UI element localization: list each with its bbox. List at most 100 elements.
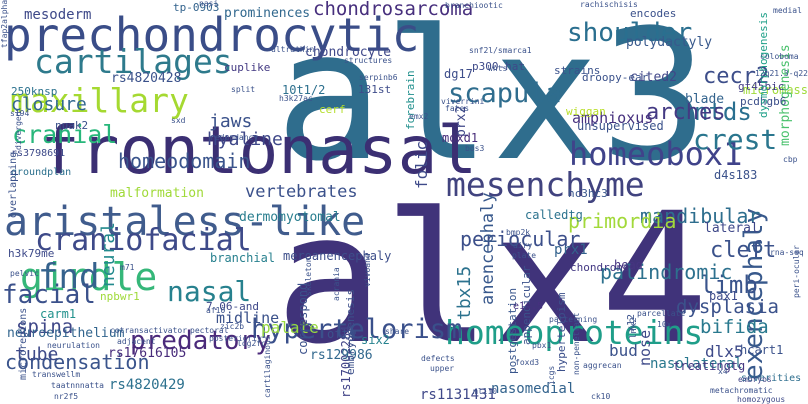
word-250knsp: 250knsp — [11, 85, 58, 98]
word-chondrons: chondrons — [570, 261, 630, 274]
word-pectoral: pectoral — [190, 326, 229, 335]
word-droopy-ear: droopy-ear — [582, 71, 649, 84]
word-hyperteloism: hyperteloism — [555, 292, 568, 372]
word-jaws: jaws — [209, 111, 253, 132]
word-serpinb6: serpinb6 — [359, 73, 398, 82]
word-nasomedial: nasomedial — [491, 381, 576, 397]
word-hypertelorism: hypertelorism — [251, 314, 463, 345]
word-rs4820429: rs4820429 — [109, 377, 185, 393]
word-homeobox1: homeobox1 — [569, 135, 743, 173]
word-dg17: dg17 — [444, 67, 473, 81]
word-split: split — [231, 85, 256, 94]
word-fnd: fnd — [38, 257, 100, 297]
word-adjacent: adjacent — [117, 337, 156, 346]
word-periocular: periocular — [460, 227, 581, 251]
word-snf2l-smarca1: snf2l/smarca1 — [469, 46, 532, 55]
word-cranial: cranial — [12, 120, 118, 149]
word-prominences: prominences — [224, 6, 311, 21]
word-hyaline: hyaline — [207, 129, 283, 150]
word-e14-5: e14.5 — [513, 301, 544, 312]
word-amphioxus: amphioxus — [572, 109, 654, 127]
word-upper: upper — [430, 364, 455, 373]
word-nuak2: nuak2 — [55, 119, 89, 132]
word-limb: limb — [700, 271, 758, 299]
word-cartilaginous: cartilaginous — [263, 335, 272, 398]
word-predatory: predatory — [130, 326, 271, 356]
word-frontonasal: frontonasal — [40, 112, 478, 189]
word-dermomyotomal: dermomyotomal — [239, 210, 341, 225]
word-nasi: nasi — [199, 0, 219, 8]
word-icgs: icgs — [547, 365, 556, 385]
word-h3k27ac: h3k27ac — [279, 94, 313, 103]
word-primordia: primordia — [568, 209, 677, 233]
word-non-penetrant: non-penetrant — [572, 312, 581, 375]
word-strains: strains — [554, 64, 601, 77]
word-cbp: cbp — [783, 155, 798, 164]
word-cotransactivator: cotransactivator — [110, 326, 188, 335]
word-parcellate: parcellate — [637, 309, 686, 318]
word-moxd1: moxd1 — [442, 131, 479, 145]
word-midline: midline — [216, 309, 280, 327]
word-log2fc: log2fc — [237, 339, 266, 348]
word-condensation: condensation — [5, 350, 150, 374]
word-carm1: carm1 — [40, 307, 77, 321]
word-redundancy: redundancy — [210, 133, 259, 142]
word-unsupervised: unsupervised — [577, 119, 664, 133]
word-aggrecan: aggrecan — [583, 361, 622, 370]
word-10t1-2: 10t1/2 — [282, 83, 326, 97]
word-medial: medial — [773, 6, 802, 15]
word-plate: plate — [512, 251, 537, 260]
word-scapula: scapula — [448, 78, 562, 109]
word-girdle: girdle — [20, 255, 158, 299]
word-fates: fates — [445, 104, 470, 113]
word-rs3798691: rs3798691 — [11, 148, 66, 159]
word-microregions: microregions — [18, 307, 29, 380]
word-head: head — [614, 258, 643, 272]
word-dysplasia: dysplasia — [676, 296, 779, 318]
word-chondrosarcoma: chondrosarcoma — [313, 0, 474, 20]
word-ultrathin: ultrathin — [271, 45, 315, 54]
word-cited2: cited2 — [630, 70, 677, 85]
word-metachromatic: metachromatic — [710, 386, 773, 395]
word-lateral: lateral — [704, 221, 759, 236]
word-branchial: branchial — [210, 251, 276, 265]
word-zic2b: zic2b — [220, 322, 245, 331]
word-pax1: pax1 — [709, 289, 738, 303]
word-neurulation: neurulation — [47, 341, 100, 350]
word-d4s183: d4s183 — [714, 168, 758, 182]
word-10x: 10x — [657, 320, 672, 329]
word-mesenchyme: mesenchyme — [446, 165, 645, 204]
word-coloboma: coloboma — [760, 52, 799, 61]
word-bud: bud — [609, 341, 638, 360]
word-cuplike: cuplike — [224, 61, 271, 74]
word-rna-seq: rna-seq — [770, 248, 804, 257]
word-rs129986: rs129986 — [310, 348, 373, 363]
word-ntds: ntds — [694, 98, 752, 126]
word-rachischisis: rachischisis — [580, 0, 638, 9]
word-vivoand: vivoand — [363, 253, 372, 287]
word-overlapping: overlapping — [8, 151, 19, 218]
word-blade: blade — [685, 92, 725, 107]
word-h3k79me: h3k79me — [8, 247, 55, 260]
word-pelvic: pelvic — [10, 269, 39, 278]
word-aristaless-like: aristaless-like — [4, 199, 366, 245]
word-npbwr1: npbwr1 — [100, 290, 140, 303]
word-emx2: emx2 — [409, 112, 429, 121]
word-viverrini: viverrini — [441, 97, 485, 106]
word-rs4820428: rs4820428 — [111, 71, 182, 86]
word-taatnnnatta: taatnnnatta — [51, 381, 104, 390]
word-pbx1: pbx1 — [532, 341, 552, 350]
word-chondrocyte: chondrocyte — [305, 45, 392, 60]
word-rs17616105: rs17616105 — [108, 346, 187, 361]
word-crest: crest — [693, 123, 778, 156]
word-nr2f5: nr2f5 — [54, 392, 79, 401]
word-neuroepithelium: neuroepithelium — [7, 326, 125, 341]
word-embryogenesis: embryogenesis — [344, 288, 357, 375]
word-7-06-and: 7.06-and — [206, 300, 259, 313]
word-af10: af10 — [206, 306, 226, 315]
word-peri-ocular: peri-ocular — [792, 245, 801, 298]
word-treatingtg: treatingtg — [673, 359, 746, 373]
word-share: share — [385, 327, 410, 336]
word-defects: defects — [421, 354, 455, 363]
